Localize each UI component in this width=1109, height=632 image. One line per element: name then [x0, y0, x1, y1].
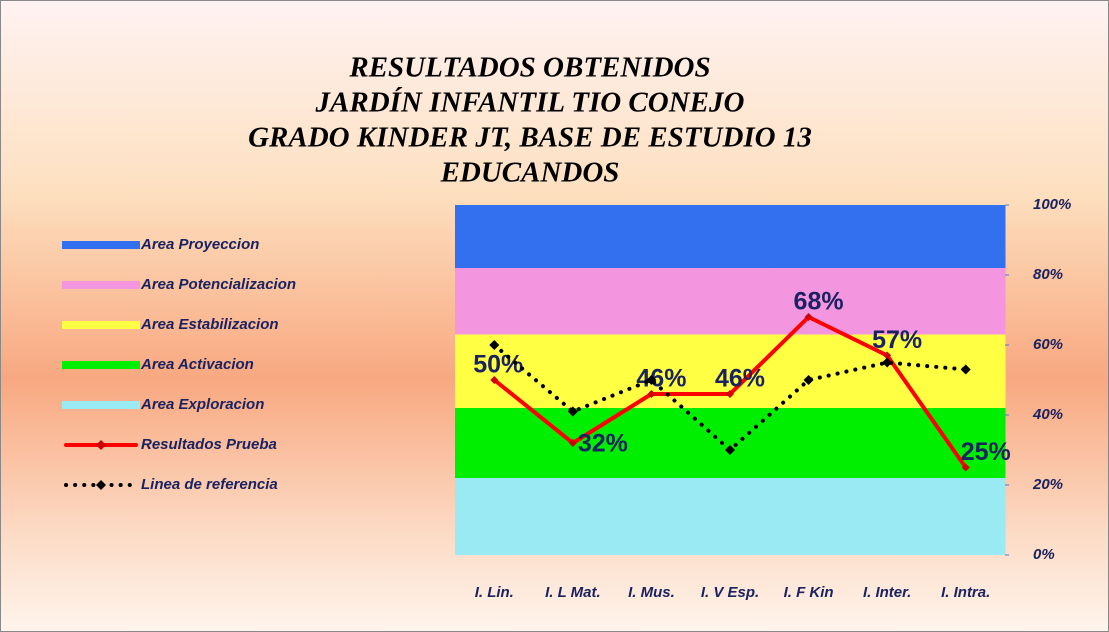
band-segment — [690, 408, 770, 478]
marker — [489, 340, 500, 350]
y-tick-label: 20% — [1032, 476, 1063, 493]
legend-label: Area Exploracion — [140, 396, 264, 413]
band-segment — [455, 205, 535, 268]
band-segment — [769, 205, 849, 268]
band-segment — [533, 268, 613, 335]
band-segment — [847, 478, 927, 555]
marker — [647, 390, 656, 398]
band-segment — [612, 268, 692, 335]
band-segment — [612, 408, 692, 478]
marker — [803, 375, 814, 385]
band-segment — [769, 334, 849, 408]
chart-title: EDUCANDOS — [440, 157, 620, 189]
band-segment — [769, 268, 849, 335]
band-segment — [533, 478, 613, 555]
y-tick-label: 0% — [1033, 546, 1055, 563]
marker — [726, 390, 734, 398]
marker — [725, 445, 735, 455]
legend-swatch — [62, 361, 140, 369]
band-segment — [533, 334, 613, 408]
legend-label: Linea de referencia — [141, 476, 278, 493]
band-segment — [612, 478, 692, 555]
band-segment — [455, 408, 535, 478]
marker — [568, 439, 577, 447]
x-tick-label: I. Mus. — [628, 584, 675, 601]
x-tick-label: I. Intra. — [941, 584, 990, 601]
marker — [961, 463, 970, 472]
y-tick-label: 80% — [1033, 266, 1063, 283]
band-segment — [769, 408, 849, 478]
chart-title: RESULTADOS OBTENIDOS — [348, 52, 710, 84]
legend-label: Area Estabilizacion — [140, 316, 279, 333]
chart-title: GRADO KINDER JT, BASE DE ESTUDIO 13 — [248, 122, 812, 154]
band-segment — [690, 478, 770, 555]
y-tick-label: 100% — [1033, 196, 1071, 213]
legend-label: Resultados Prueba — [141, 436, 277, 453]
band-segment — [926, 205, 1006, 268]
data-label: 57% — [872, 326, 922, 354]
x-tick-label: I. Inter. — [863, 584, 911, 601]
band-segment — [926, 478, 1006, 555]
legend-label: Area Activacion — [140, 356, 254, 373]
band-segment — [455, 478, 535, 555]
band-segment — [690, 268, 770, 335]
band-segment — [926, 268, 1006, 335]
x-tick-label: I. L Mat. — [545, 584, 601, 601]
band-segment — [769, 478, 849, 555]
marker — [646, 375, 657, 385]
y-tick-label: 40% — [1032, 406, 1063, 423]
band-segment — [690, 205, 770, 268]
band-segment — [533, 205, 613, 268]
legend-marker — [96, 480, 106, 490]
legend-swatch — [62, 321, 140, 329]
chart-title: JARDÍN INFANTIL TIO CONEJO — [315, 86, 745, 119]
data-label: 68% — [794, 288, 844, 316]
legend-swatch — [62, 401, 140, 409]
y-tick-label: 60% — [1033, 336, 1063, 353]
band-segment — [847, 408, 927, 478]
marker — [883, 351, 892, 360]
legend-swatch — [62, 281, 140, 289]
band-segment — [847, 268, 927, 335]
legend-label: Area Proyeccion — [140, 236, 259, 253]
band-segment — [847, 205, 927, 268]
data-label: 50% — [473, 351, 523, 379]
band-segment — [455, 268, 535, 335]
marker — [960, 364, 971, 375]
data-label: 25% — [961, 438, 1011, 466]
marker — [567, 406, 578, 417]
band-segment — [612, 205, 692, 268]
x-tick-label: I. Lin. — [475, 584, 514, 601]
legend-marker — [96, 440, 106, 450]
legend-label: Area Potencializacion — [140, 276, 296, 293]
x-tick-label: I. F Kin — [784, 584, 834, 601]
marker — [490, 376, 499, 384]
marker — [882, 357, 893, 368]
marker — [804, 313, 813, 321]
data-label: 32% — [578, 430, 628, 458]
x-tick-label: I. V Esp. — [701, 584, 759, 601]
legend-swatch — [62, 241, 140, 249]
data-label: 46% — [715, 365, 765, 393]
